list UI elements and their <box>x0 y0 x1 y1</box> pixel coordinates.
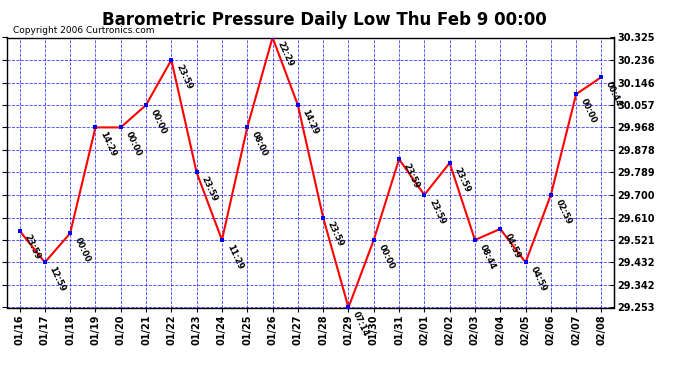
Point <box>571 91 582 97</box>
Text: 23:59: 23:59 <box>427 198 446 226</box>
Text: 00:44: 00:44 <box>604 80 624 108</box>
Text: 04:59: 04:59 <box>503 232 522 260</box>
Point <box>65 230 76 236</box>
Text: 14:29: 14:29 <box>98 130 118 158</box>
Point <box>393 156 404 162</box>
Point <box>469 237 480 243</box>
Point <box>596 74 607 80</box>
Text: Barometric Pressure Daily Low Thu Feb 9 00:00: Barometric Pressure Daily Low Thu Feb 9 … <box>102 11 546 29</box>
Text: 00:00: 00:00 <box>124 130 143 158</box>
Text: 02:59: 02:59 <box>553 198 573 226</box>
Text: 00:00: 00:00 <box>73 236 92 264</box>
Point <box>343 304 354 310</box>
Text: 22:29: 22:29 <box>275 40 295 68</box>
Text: 07:14: 07:14 <box>351 310 371 338</box>
Point <box>267 34 278 40</box>
Point <box>520 260 531 266</box>
Point <box>419 192 430 198</box>
Point <box>141 102 152 108</box>
Text: 23:59: 23:59 <box>174 63 193 91</box>
Text: Copyright 2006 Curtronics.com: Copyright 2006 Curtronics.com <box>13 26 155 35</box>
Text: 23:59: 23:59 <box>199 175 219 203</box>
Point <box>241 124 253 130</box>
Point <box>191 170 202 176</box>
Point <box>444 160 455 166</box>
Text: 23:59: 23:59 <box>453 166 472 194</box>
Point <box>495 226 506 232</box>
Text: 23:59: 23:59 <box>402 162 421 190</box>
Text: 00:00: 00:00 <box>149 108 168 135</box>
Text: 04:59: 04:59 <box>529 265 548 293</box>
Text: 00:00: 00:00 <box>377 243 396 270</box>
Text: 11:29: 11:29 <box>225 243 244 271</box>
Point <box>217 237 228 243</box>
Point <box>90 124 101 130</box>
Point <box>14 228 25 234</box>
Text: 23:59: 23:59 <box>326 220 345 248</box>
Text: 08:44: 08:44 <box>477 243 497 271</box>
Point <box>317 214 328 220</box>
Point <box>39 260 50 266</box>
Point <box>166 57 177 63</box>
Text: 08:00: 08:00 <box>250 130 269 158</box>
Text: 23:59: 23:59 <box>22 234 41 261</box>
Point <box>293 102 304 108</box>
Text: 00:00: 00:00 <box>579 97 598 124</box>
Point <box>368 237 380 243</box>
Point <box>545 192 556 198</box>
Text: 14:29: 14:29 <box>301 108 320 136</box>
Text: 12:59: 12:59 <box>48 265 67 293</box>
Point <box>115 124 126 130</box>
